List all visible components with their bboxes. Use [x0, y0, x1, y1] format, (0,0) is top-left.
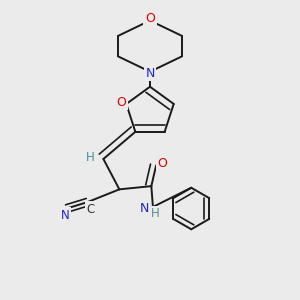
Text: N: N	[61, 209, 69, 222]
Text: O: O	[158, 157, 167, 170]
Text: N: N	[140, 202, 150, 215]
Text: O: O	[145, 13, 155, 26]
Text: H: H	[86, 151, 95, 164]
Text: N: N	[145, 67, 155, 80]
Text: O: O	[117, 96, 126, 109]
Text: C: C	[86, 203, 95, 216]
Text: H: H	[151, 208, 160, 220]
